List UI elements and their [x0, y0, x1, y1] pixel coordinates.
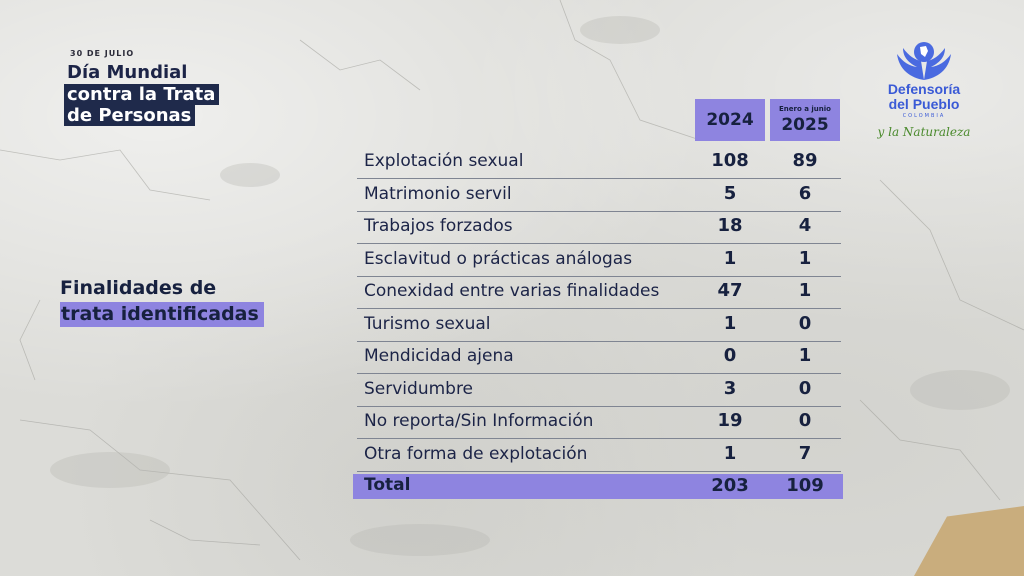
row-label: Turismo sexual [364, 313, 491, 334]
row-value-2024: 5 [723, 182, 737, 204]
event-title-line-1: Día Mundial [67, 62, 188, 83]
total-value-2024: 203 [711, 475, 749, 496]
row-label: Mendicidad ajena [364, 346, 514, 366]
row-value-2025: 1 [798, 247, 812, 269]
row-value-2025: 1 [798, 280, 812, 301]
row-label: Conexidad entre varias finalidades [364, 281, 660, 301]
defensoria-logo: Defensoría del Pueblo COLOMBIA y la Natu… [868, 40, 980, 139]
logo-line-2: del Pueblo [888, 96, 960, 112]
row-value-2025: 6 [798, 182, 812, 204]
row-label: Esclavitud o prácticas análogas [364, 248, 633, 269]
row-value-2024: 47 [717, 280, 743, 301]
row-value-2024: 108 [711, 150, 749, 171]
row-label: Otra forma de explotación [364, 443, 588, 464]
total-label: Total [364, 475, 411, 495]
column-header-2025: Enero a junio 2025 [770, 99, 840, 141]
row-value-2024: 1 [723, 247, 737, 269]
table-row: Esclavitud o prácticas análogas 1 1 [357, 244, 841, 277]
table-row: No reporta/Sin Información 19 0 [357, 406, 841, 439]
row-value-2024: 3 [723, 377, 737, 399]
section-heading-line-2: trata identificadas [60, 302, 264, 327]
hands-logo-icon [897, 42, 951, 80]
table-row: Turismo sexual 1 0 [357, 309, 841, 342]
row-label: Matrimonio servil [364, 183, 512, 204]
logo-line-1: Defensoría [887, 81, 961, 97]
corner-paper-decoration [914, 506, 1024, 576]
row-label: Explotación sexual [364, 151, 524, 171]
row-value-2024: 19 [717, 410, 743, 431]
row-label: Trabajos forzados [364, 216, 513, 236]
row-value-2025: 0 [798, 377, 812, 399]
row-value-2024: 18 [717, 215, 743, 236]
row-value-2025: 0 [798, 312, 812, 334]
row-value-2024: 0 [723, 345, 737, 366]
table-row: Matrimonio servil 5 6 [357, 179, 841, 212]
logo-tagline: y la Naturaleza [877, 125, 971, 139]
row-value-2025: 7 [798, 442, 812, 464]
row-value-2024: 1 [723, 442, 737, 464]
section-heading-line-1: Finalidades de [60, 277, 217, 299]
table-row: Conexidad entre varias finalidades 47 1 [357, 276, 841, 309]
section-heading: Finalidades de trata identificadas [60, 275, 264, 327]
table-row: Mendicidad ajena 0 1 [357, 341, 841, 374]
table-row: Trabajos forzados 18 4 [357, 211, 841, 244]
event-date: 30 DE JULIO [70, 49, 135, 58]
row-value-2025: 0 [798, 410, 812, 431]
column-header-2025-year: 2025 [781, 115, 829, 135]
table-row: Servidumbre 3 0 [357, 374, 841, 407]
row-value-2025: 89 [792, 150, 818, 171]
logo-country: COLOMBIA [902, 113, 946, 119]
event-title-line-3: de Personas [64, 105, 196, 127]
table-total-row: Total 203 109 [353, 474, 843, 499]
row-value-2025: 1 [798, 345, 812, 366]
total-value-2025: 109 [786, 475, 824, 496]
column-header-2024: 2024 [695, 99, 765, 141]
row-value-2025: 4 [798, 215, 812, 236]
row-value-2024: 1 [723, 312, 737, 334]
event-title-line-2: contra la Trata [64, 84, 220, 106]
row-label: Servidumbre [364, 378, 474, 399]
row-label: No reporta/Sin Información [364, 411, 594, 431]
table-row: Otra forma de explotación 1 7 [357, 439, 841, 472]
table-row: Explotación sexual 108 89 [357, 146, 841, 179]
column-header-2025-subtitle: Enero a junio [779, 105, 831, 113]
